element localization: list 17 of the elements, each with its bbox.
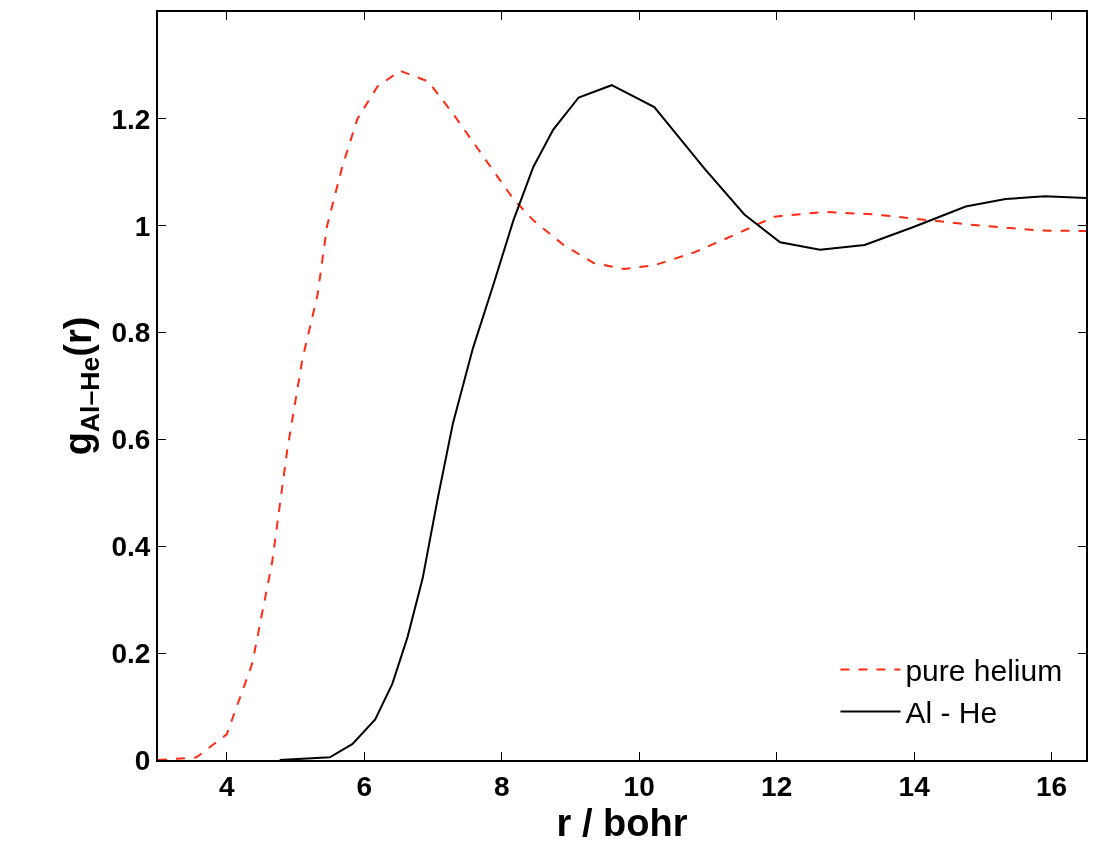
x-tick-label: 14 — [898, 770, 931, 802]
legend-label: Al - He — [905, 696, 998, 730]
y-tick-label: 0.6 — [111, 424, 151, 456]
y-tick-label: 0.8 — [111, 317, 151, 349]
y-tick-label: 1 — [134, 210, 151, 242]
x-tick-label: 8 — [493, 770, 510, 802]
legend-label: pure helium — [905, 654, 1063, 688]
x-tick-label: 10 — [623, 770, 655, 802]
y-tick-label: 0 — [134, 744, 151, 776]
y-tick-label: 0.2 — [111, 637, 151, 669]
x-tick-label: 12 — [761, 770, 793, 802]
x-axis-title: r / bohr — [556, 801, 688, 844]
x-tick-label: 16 — [1036, 770, 1068, 802]
x-tick-label: 4 — [218, 770, 235, 802]
y-tick-label: 1.2 — [111, 103, 151, 135]
y-tick-label: 0.4 — [111, 531, 151, 563]
x-tick-label: 6 — [356, 770, 373, 802]
